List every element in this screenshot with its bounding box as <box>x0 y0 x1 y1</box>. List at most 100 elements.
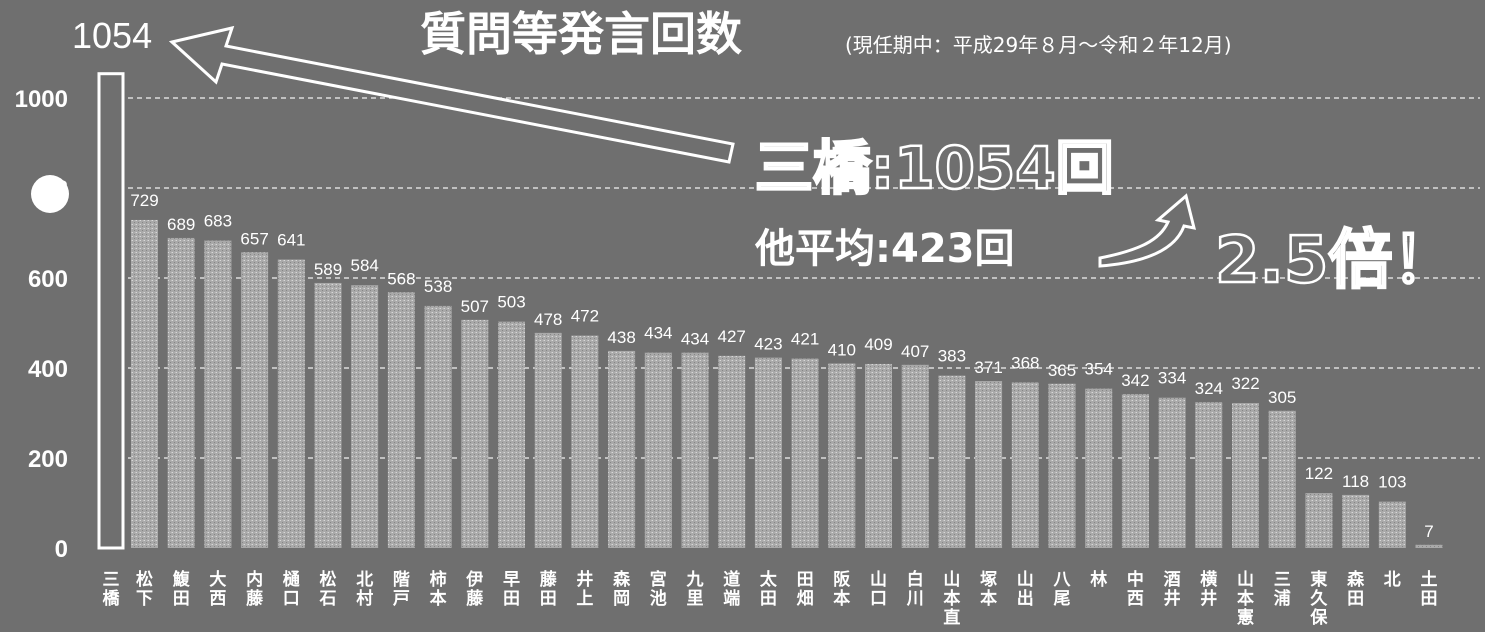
bar <box>424 305 452 548</box>
data-label: 354 <box>1085 360 1113 379</box>
data-label: 689 <box>167 215 195 234</box>
bars <box>97 72 1443 550</box>
category-label: 中西 <box>1127 569 1144 609</box>
bar <box>277 259 305 548</box>
y-tick-label: 200 <box>28 446 68 473</box>
arrow-shape <box>168 25 735 164</box>
category-label: 北 <box>1384 570 1401 590</box>
bar <box>901 364 929 548</box>
category-label: 松下 <box>136 569 153 609</box>
bar <box>718 355 746 548</box>
bar <box>644 352 672 548</box>
data-label: 103 <box>1378 473 1406 492</box>
data-label: 423 <box>754 335 782 354</box>
data-label: 122 <box>1305 464 1333 483</box>
category-label: 山口 <box>870 570 887 609</box>
bar <box>975 381 1003 548</box>
data-label: 568 <box>387 269 415 288</box>
category-label: 森岡 <box>613 569 631 609</box>
data-label: 641 <box>277 231 305 250</box>
category-label: 横井 <box>1200 569 1217 609</box>
category-label: 井上 <box>576 569 593 609</box>
bar <box>608 350 636 548</box>
bar <box>1342 494 1370 548</box>
bar <box>461 319 489 548</box>
data-label: 365 <box>1048 361 1076 380</box>
data-label: 371 <box>974 358 1002 377</box>
category-label: 土田 <box>1421 569 1438 609</box>
category-label: 東久保 <box>1309 569 1328 628</box>
data-label: 507 <box>461 297 489 316</box>
bar <box>241 252 269 548</box>
average-annotation: 他平均:423回 <box>754 226 1015 272</box>
bar <box>1378 501 1406 548</box>
category-label: 田畑 <box>797 570 814 609</box>
data-label: 589 <box>314 260 342 279</box>
category-label: 九里 <box>686 570 704 609</box>
category-label: 三浦 <box>1274 570 1291 609</box>
bar <box>1158 397 1186 548</box>
data-label: 410 <box>828 341 856 360</box>
data-label: 383 <box>938 347 966 366</box>
category-label: 森田 <box>1347 569 1365 609</box>
category-label: 太田 <box>760 569 778 609</box>
category-label: 樋口 <box>283 569 300 609</box>
max-value-label: 1054 <box>72 15 152 56</box>
up-arrow-shape <box>1098 193 1197 268</box>
bar <box>204 240 232 548</box>
category-label: 山本直 <box>943 570 960 628</box>
category-label: 松石 <box>319 569 337 609</box>
category-label: 階戸 <box>393 570 410 609</box>
bar <box>498 321 525 548</box>
chart-subtitle: (現任期中：平成29年８月～令和２年12月) <box>845 33 1232 57</box>
data-label: 683 <box>204 212 232 231</box>
category-label: 道端 <box>723 569 740 609</box>
category-labels: 三橋松下鰒田大西内藤樋口松石北村階戸柿本伊藤早田藤田井上森岡宮池九里道端太田田畑… <box>103 569 1438 628</box>
chart-title: 質問等発言回数 <box>420 7 742 61</box>
data-label: 368 <box>1011 353 1039 372</box>
y-axis-ticks: 020040060081000 <box>15 86 68 563</box>
ratio-annotation: 2.5倍！ <box>1215 224 1456 298</box>
category-label: 宮池 <box>650 569 667 609</box>
bar <box>938 375 966 548</box>
data-label: 657 <box>240 229 268 248</box>
bar <box>1085 388 1113 548</box>
data-label: 434 <box>644 324 672 343</box>
data-label: 434 <box>681 330 709 349</box>
data-label: 584 <box>351 256 379 275</box>
y-tick-label: 400 <box>28 356 68 383</box>
bar <box>97 72 125 550</box>
data-label: 305 <box>1268 388 1296 407</box>
data-label: 334 <box>1158 369 1186 388</box>
category-label: 山出 <box>1017 570 1034 609</box>
category-label: 酒井 <box>1164 569 1181 609</box>
y-tick-label: 1000 <box>15 86 68 113</box>
category-label: 八尾 <box>1054 570 1072 609</box>
bar <box>1121 394 1149 548</box>
bar <box>534 332 562 548</box>
category-label: 白川 <box>906 569 924 609</box>
bar <box>131 219 158 548</box>
category-label: 塚本 <box>980 570 997 609</box>
data-label: 118 <box>1342 472 1369 491</box>
category-label: 阪本 <box>833 570 850 609</box>
bar <box>1232 403 1259 548</box>
bar <box>1305 493 1333 548</box>
category-label: 内藤 <box>246 569 264 609</box>
y-tick-label: 0 <box>55 536 68 563</box>
category-label: 北村 <box>356 570 373 609</box>
bar <box>828 363 856 548</box>
y-tick-label: 600 <box>28 266 68 293</box>
data-label: 729 <box>130 191 158 210</box>
category-label: 三橋 <box>103 570 121 609</box>
category-label: 鰒田 <box>173 569 191 609</box>
data-label: 322 <box>1231 374 1259 393</box>
tick-dot <box>31 175 69 213</box>
category-label: 柿本 <box>430 569 447 609</box>
bar <box>1195 402 1223 548</box>
bar <box>681 352 709 548</box>
data-label: 324 <box>1195 379 1223 398</box>
bar <box>754 357 782 548</box>
bar <box>314 282 342 548</box>
